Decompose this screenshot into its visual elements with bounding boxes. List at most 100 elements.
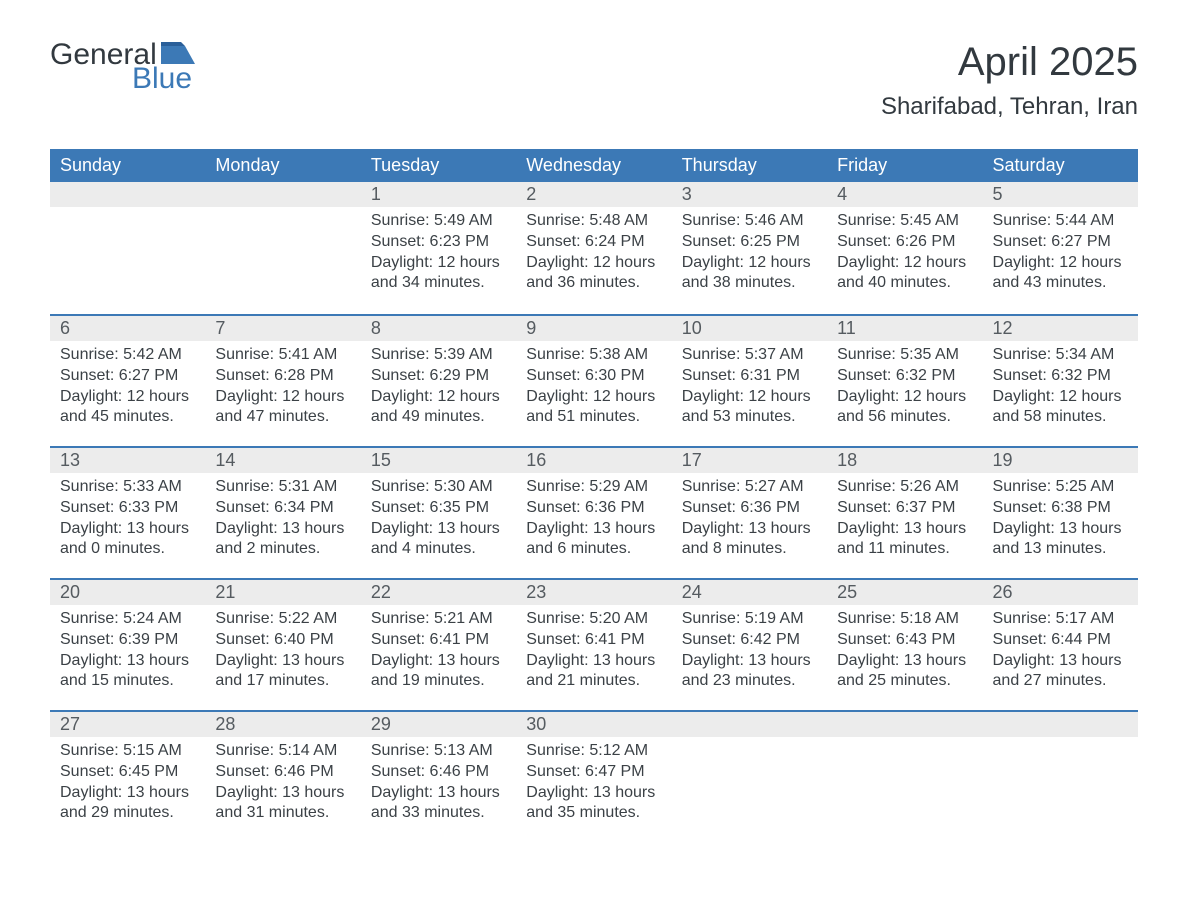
title-block: April 2025 Sharifabad, Tehran, Iran [881, 40, 1138, 121]
calendar-cell: 26Sunrise: 5:17 AMSunset: 6:44 PMDayligh… [983, 578, 1138, 710]
location-subtitle: Sharifabad, Tehran, Iran [881, 93, 1138, 121]
day-number: 29 [361, 712, 516, 737]
calendar-week: 13Sunrise: 5:33 AMSunset: 6:33 PMDayligh… [50, 446, 1138, 578]
day-number: 19 [983, 448, 1138, 473]
calendar-cell [672, 710, 827, 842]
calendar-table: SundayMondayTuesdayWednesdayThursdayFrid… [50, 149, 1138, 842]
day-number: 20 [50, 580, 205, 605]
calendar-week: 20Sunrise: 5:24 AMSunset: 6:39 PMDayligh… [50, 578, 1138, 710]
calendar-cell: 27Sunrise: 5:15 AMSunset: 6:45 PMDayligh… [50, 710, 205, 842]
day-content: Sunrise: 5:24 AMSunset: 6:39 PMDaylight:… [50, 605, 205, 702]
day-number: 4 [827, 182, 982, 207]
day-number: 10 [672, 316, 827, 341]
day-content: Sunrise: 5:25 AMSunset: 6:38 PMDaylight:… [983, 473, 1138, 570]
day-number: 18 [827, 448, 982, 473]
day-content: Sunrise: 5:45 AMSunset: 6:26 PMDaylight:… [827, 207, 982, 304]
day-number: 13 [50, 448, 205, 473]
day-header: Thursday [672, 149, 827, 182]
day-number: 23 [516, 580, 671, 605]
day-number: 24 [672, 580, 827, 605]
day-content: Sunrise: 5:29 AMSunset: 6:36 PMDaylight:… [516, 473, 671, 570]
calendar-cell: 30Sunrise: 5:12 AMSunset: 6:47 PMDayligh… [516, 710, 671, 842]
calendar-week: 27Sunrise: 5:15 AMSunset: 6:45 PMDayligh… [50, 710, 1138, 842]
day-content: Sunrise: 5:49 AMSunset: 6:23 PMDaylight:… [361, 207, 516, 304]
calendar-cell: 17Sunrise: 5:27 AMSunset: 6:36 PMDayligh… [672, 446, 827, 578]
day-number: 22 [361, 580, 516, 605]
day-content: Sunrise: 5:39 AMSunset: 6:29 PMDaylight:… [361, 341, 516, 438]
header: General Blue April 2025 Sharifabad, Tehr… [50, 40, 1138, 121]
day-content: Sunrise: 5:30 AMSunset: 6:35 PMDaylight:… [361, 473, 516, 570]
day-content: Sunrise: 5:26 AMSunset: 6:37 PMDaylight:… [827, 473, 982, 570]
calendar-cell: 22Sunrise: 5:21 AMSunset: 6:41 PMDayligh… [361, 578, 516, 710]
page-title: April 2025 [881, 40, 1138, 85]
calendar-week: 1Sunrise: 5:49 AMSunset: 6:23 PMDaylight… [50, 182, 1138, 314]
calendar-cell: 29Sunrise: 5:13 AMSunset: 6:46 PMDayligh… [361, 710, 516, 842]
day-content: Sunrise: 5:18 AMSunset: 6:43 PMDaylight:… [827, 605, 982, 702]
day-number: 26 [983, 580, 1138, 605]
calendar-cell: 9Sunrise: 5:38 AMSunset: 6:30 PMDaylight… [516, 314, 671, 446]
day-header-row: SundayMondayTuesdayWednesdayThursdayFrid… [50, 149, 1138, 182]
calendar-cell: 4Sunrise: 5:45 AMSunset: 6:26 PMDaylight… [827, 182, 982, 314]
day-header: Monday [205, 149, 360, 182]
day-number: 11 [827, 316, 982, 341]
day-header: Wednesday [516, 149, 671, 182]
calendar-cell: 6Sunrise: 5:42 AMSunset: 6:27 PMDaylight… [50, 314, 205, 446]
day-number: 6 [50, 316, 205, 341]
calendar-cell: 13Sunrise: 5:33 AMSunset: 6:33 PMDayligh… [50, 446, 205, 578]
day-content: Sunrise: 5:12 AMSunset: 6:47 PMDaylight:… [516, 737, 671, 834]
calendar-cell: 1Sunrise: 5:49 AMSunset: 6:23 PMDaylight… [361, 182, 516, 314]
day-content: Sunrise: 5:42 AMSunset: 6:27 PMDaylight:… [50, 341, 205, 438]
day-number: 14 [205, 448, 360, 473]
calendar-cell: 24Sunrise: 5:19 AMSunset: 6:42 PMDayligh… [672, 578, 827, 710]
calendar-cell: 20Sunrise: 5:24 AMSunset: 6:39 PMDayligh… [50, 578, 205, 710]
day-number: 27 [50, 712, 205, 737]
calendar-cell: 7Sunrise: 5:41 AMSunset: 6:28 PMDaylight… [205, 314, 360, 446]
day-content: Sunrise: 5:15 AMSunset: 6:45 PMDaylight:… [50, 737, 205, 834]
day-number: 3 [672, 182, 827, 207]
calendar-week: 6Sunrise: 5:42 AMSunset: 6:27 PMDaylight… [50, 314, 1138, 446]
calendar-cell [205, 182, 360, 314]
day-number: 7 [205, 316, 360, 341]
calendar-cell: 25Sunrise: 5:18 AMSunset: 6:43 PMDayligh… [827, 578, 982, 710]
day-number: 2 [516, 182, 671, 207]
day-content: Sunrise: 5:44 AMSunset: 6:27 PMDaylight:… [983, 207, 1138, 304]
day-content: Sunrise: 5:46 AMSunset: 6:25 PMDaylight:… [672, 207, 827, 304]
day-number: 9 [516, 316, 671, 341]
day-content: Sunrise: 5:48 AMSunset: 6:24 PMDaylight:… [516, 207, 671, 304]
day-number: 16 [516, 448, 671, 473]
day-content: Sunrise: 5:35 AMSunset: 6:32 PMDaylight:… [827, 341, 982, 438]
calendar-cell: 5Sunrise: 5:44 AMSunset: 6:27 PMDaylight… [983, 182, 1138, 314]
day-content: Sunrise: 5:38 AMSunset: 6:30 PMDaylight:… [516, 341, 671, 438]
calendar-cell: 12Sunrise: 5:34 AMSunset: 6:32 PMDayligh… [983, 314, 1138, 446]
day-content: Sunrise: 5:20 AMSunset: 6:41 PMDaylight:… [516, 605, 671, 702]
day-content: Sunrise: 5:13 AMSunset: 6:46 PMDaylight:… [361, 737, 516, 834]
day-content: Sunrise: 5:17 AMSunset: 6:44 PMDaylight:… [983, 605, 1138, 702]
day-content: Sunrise: 5:14 AMSunset: 6:46 PMDaylight:… [205, 737, 360, 834]
calendar-cell: 3Sunrise: 5:46 AMSunset: 6:25 PMDaylight… [672, 182, 827, 314]
day-content: Sunrise: 5:33 AMSunset: 6:33 PMDaylight:… [50, 473, 205, 570]
calendar-cell: 16Sunrise: 5:29 AMSunset: 6:36 PMDayligh… [516, 446, 671, 578]
day-number: 28 [205, 712, 360, 737]
calendar-cell: 2Sunrise: 5:48 AMSunset: 6:24 PMDaylight… [516, 182, 671, 314]
logo: General Blue [50, 40, 195, 94]
calendar-cell [50, 182, 205, 314]
day-number: 25 [827, 580, 982, 605]
day-number: 15 [361, 448, 516, 473]
day-content: Sunrise: 5:34 AMSunset: 6:32 PMDaylight:… [983, 341, 1138, 438]
calendar-cell: 15Sunrise: 5:30 AMSunset: 6:35 PMDayligh… [361, 446, 516, 578]
day-content: Sunrise: 5:22 AMSunset: 6:40 PMDaylight:… [205, 605, 360, 702]
calendar-cell [983, 710, 1138, 842]
day-content: Sunrise: 5:31 AMSunset: 6:34 PMDaylight:… [205, 473, 360, 570]
calendar-cell: 18Sunrise: 5:26 AMSunset: 6:37 PMDayligh… [827, 446, 982, 578]
day-content: Sunrise: 5:41 AMSunset: 6:28 PMDaylight:… [205, 341, 360, 438]
calendar-cell: 10Sunrise: 5:37 AMSunset: 6:31 PMDayligh… [672, 314, 827, 446]
logo-text-blue: Blue [132, 64, 195, 94]
calendar-cell: 11Sunrise: 5:35 AMSunset: 6:32 PMDayligh… [827, 314, 982, 446]
calendar-cell: 21Sunrise: 5:22 AMSunset: 6:40 PMDayligh… [205, 578, 360, 710]
day-content: Sunrise: 5:27 AMSunset: 6:36 PMDaylight:… [672, 473, 827, 570]
day-number: 30 [516, 712, 671, 737]
day-number: 8 [361, 316, 516, 341]
day-number: 5 [983, 182, 1138, 207]
calendar-cell [827, 710, 982, 842]
day-content: Sunrise: 5:37 AMSunset: 6:31 PMDaylight:… [672, 341, 827, 438]
